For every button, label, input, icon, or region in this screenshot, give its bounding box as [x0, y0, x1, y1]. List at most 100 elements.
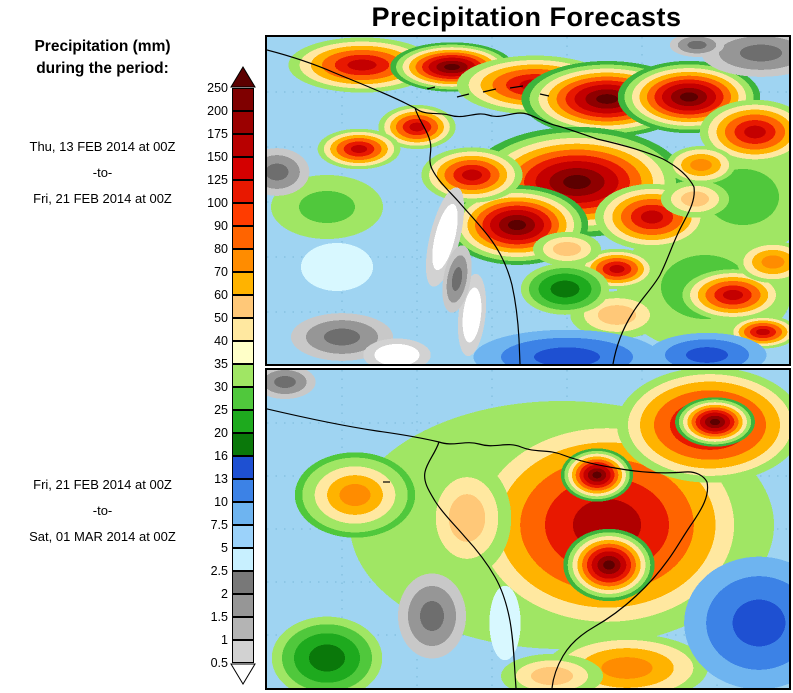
colorbar-tick: 150	[207, 149, 228, 164]
colorbar-tick: 2	[221, 586, 228, 601]
precip-shading-week2	[267, 370, 789, 688]
colorbar: 250 200 175 150 125 100 90 80 70 60 50 40 35 30 25 20 16…	[194, 66, 258, 688]
colorbar-tick: 13	[214, 471, 228, 486]
colorbar-tick: 70	[214, 264, 228, 279]
contour-blob	[267, 144, 315, 200]
contour-blob	[735, 240, 789, 284]
colorbar-tick: 35	[214, 356, 228, 371]
contour-blob	[517, 261, 613, 317]
contour-blob	[277, 227, 397, 307]
colorbar-segment	[232, 157, 254, 180]
contour-blob	[665, 37, 729, 59]
colorbar-segment	[232, 249, 254, 272]
forecast-map-period-1	[265, 35, 791, 366]
colorbar-segment	[232, 640, 254, 663]
colorbar-tick: 16	[214, 448, 228, 463]
period-2-end: Sat, 01 MAR 2014 at 00Z	[29, 529, 176, 544]
legend-heading-line1: Precipitation (mm)	[34, 38, 171, 55]
colorbar-segment	[232, 88, 254, 111]
colorbar-segment	[232, 341, 254, 364]
colorbar-tick: 200	[207, 103, 228, 118]
colorbar-tick: 60	[214, 287, 228, 302]
colorbar-tick: 50	[214, 310, 228, 325]
colorbar-segment	[232, 364, 254, 387]
contour-blob	[415, 450, 519, 586]
colorbar-segment	[232, 502, 254, 525]
colorbar-segment	[232, 318, 254, 341]
colorbar-segment	[232, 479, 254, 502]
colorbar-segment	[232, 594, 254, 617]
colorbar-labels: 250 200 175 150 125 100 90 80 70 60 50 40 35 30 25 20 16…	[194, 66, 228, 688]
colorbar-segment	[232, 134, 254, 157]
contour-blob	[267, 613, 387, 688]
page-title: Precipitation Forecasts	[371, 2, 682, 32]
colorbar-tick: 25	[214, 402, 228, 417]
colorbar-tick: 1	[221, 632, 228, 647]
contour-blob	[673, 396, 757, 448]
contour-blob	[352, 333, 442, 364]
colorbar-tick: 90	[214, 218, 228, 233]
colorbar-tick: 125	[207, 172, 228, 187]
colorbar-tick: 1.5	[210, 609, 228, 624]
colorbar-segment	[232, 387, 254, 410]
contour-blob	[559, 447, 635, 503]
colorbar-tick: 5	[221, 540, 228, 555]
colorbar-segment	[232, 525, 254, 548]
colorbar-tick: 20	[214, 425, 228, 440]
colorbar-segment	[232, 226, 254, 249]
colorbar-segment	[232, 111, 254, 134]
colorbar-tick: 10	[214, 494, 228, 509]
period-2: Fri, 21 FEB 2014 at 00Z -to- Sat, 01 MAR…	[0, 472, 205, 550]
colorbar-tick: 80	[214, 241, 228, 256]
contour-blob	[665, 145, 737, 185]
colorbar-swatches	[230, 66, 256, 685]
coastline-week2	[267, 408, 709, 688]
colorbar-tick: 2.5	[210, 563, 228, 578]
contour-blob	[655, 177, 735, 221]
forecast-map-period-2	[265, 368, 791, 690]
period-1-separator: -to-	[92, 165, 113, 180]
precip-shading-week1	[267, 37, 789, 364]
contour-blob	[392, 566, 472, 666]
contour-blob	[419, 170, 471, 304]
colorbar-tick: 100	[207, 195, 228, 210]
period-2-separator: -to-	[92, 503, 113, 518]
colorbar-segment	[232, 456, 254, 479]
colorbar-segment	[232, 617, 254, 640]
legend-heading-line2: during the period:	[36, 60, 169, 77]
contour-blob	[671, 545, 789, 688]
colorbar-segment	[232, 295, 254, 318]
colorbar-tick: 250	[207, 80, 228, 95]
colorbar-segment	[232, 203, 254, 226]
legend-heading: Precipitation (mm) during the period:	[0, 36, 205, 80]
contour-blob	[479, 561, 531, 685]
period-1-start: Thu, 13 FEB 2014 at 00Z	[29, 139, 176, 154]
colorbar-tick: 7.5	[210, 517, 228, 532]
colorbar-tick: 0.5	[210, 655, 228, 670]
colorbar-tick: 175	[207, 126, 228, 141]
colorbar-segment	[232, 180, 254, 203]
contour-blob	[561, 527, 657, 603]
colorbar-arrow-top	[230, 66, 256, 88]
colorbar-segment	[232, 433, 254, 456]
precip-field-svg-1	[267, 37, 789, 364]
precip-field-svg-2	[267, 370, 789, 688]
contour-blob	[527, 229, 607, 269]
period-2-start: Fri, 21 FEB 2014 at 00Z	[33, 477, 172, 492]
contour-blob	[637, 329, 777, 364]
colorbar-tick: 40	[214, 333, 228, 348]
colorbar-segment	[232, 272, 254, 295]
coastline-week1	[267, 49, 695, 364]
contour-blob	[417, 145, 527, 205]
colorbar-tick: 30	[214, 379, 228, 394]
contour-blob	[314, 127, 404, 171]
colorbar-arrow-bottom	[230, 663, 256, 685]
colorbar-segment	[232, 410, 254, 433]
contour-blob	[293, 451, 417, 539]
period-1-end: Fri, 21 FEB 2014 at 00Z	[33, 191, 172, 206]
period-1: Thu, 13 FEB 2014 at 00Z -to- Fri, 21 FEB…	[0, 134, 205, 212]
contour-blob	[439, 239, 475, 319]
contour-blob	[267, 370, 321, 402]
colorbar-segment	[232, 548, 254, 571]
